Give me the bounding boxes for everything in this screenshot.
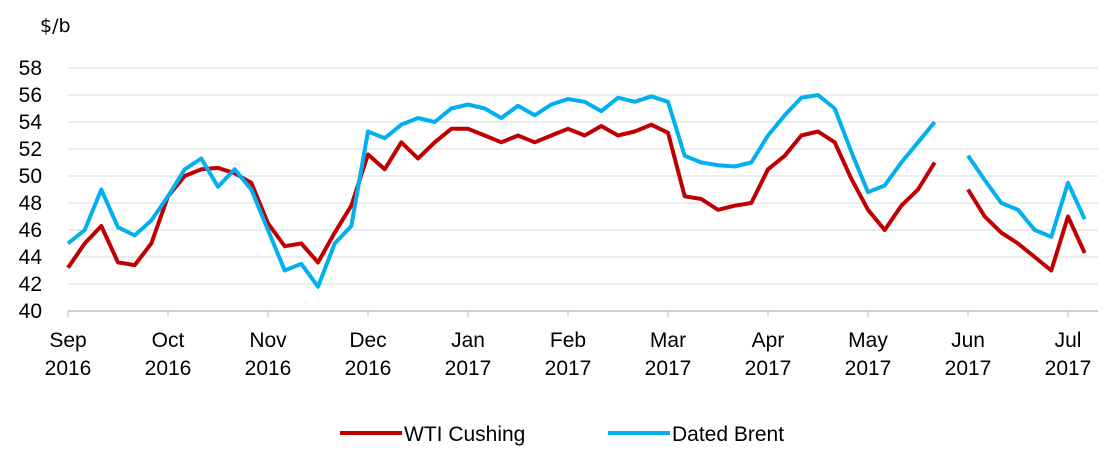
x-tick-label: Feb 2017 xyxy=(545,329,592,380)
x-tick-label: Jul 2017 xyxy=(1045,329,1092,380)
line-series xyxy=(966,188,1087,273)
x-tick-label: Jan 2017 xyxy=(445,329,492,380)
x-tick-label: Mar 2017 xyxy=(645,329,692,380)
y-tick-label: 50 xyxy=(19,165,42,188)
x-tick-label: May 2017 xyxy=(845,329,892,380)
x-tick-label: Nov 2016 xyxy=(245,329,292,380)
x-tick-label: Dec 2016 xyxy=(345,329,392,380)
legend-label: Dated Brent xyxy=(672,423,784,446)
y-tick-label: 40 xyxy=(19,300,42,323)
y-tick-label: 54 xyxy=(19,111,43,134)
line-series xyxy=(66,122,937,269)
y-axis-label: $/b xyxy=(40,15,71,37)
x-tick-label: Oct 2016 xyxy=(145,329,192,380)
x-tick-label: Apr 2017 xyxy=(745,329,792,380)
y-tick-label: 42 xyxy=(19,273,42,296)
line-series xyxy=(66,93,937,289)
y-tick-label: 52 xyxy=(19,138,42,161)
y-tick-label: 46 xyxy=(19,219,42,242)
y-tick-label: 48 xyxy=(19,192,42,215)
x-tick-label: Jun 2017 xyxy=(945,329,992,380)
line-series xyxy=(966,154,1087,239)
y-tick-label: 58 xyxy=(19,57,42,80)
legend-label: WTI Cushing xyxy=(404,423,525,446)
y-tick-label: 44 xyxy=(19,246,43,269)
y-tick-label: 56 xyxy=(19,84,42,107)
x-tick-label: Sep 2016 xyxy=(45,329,92,380)
